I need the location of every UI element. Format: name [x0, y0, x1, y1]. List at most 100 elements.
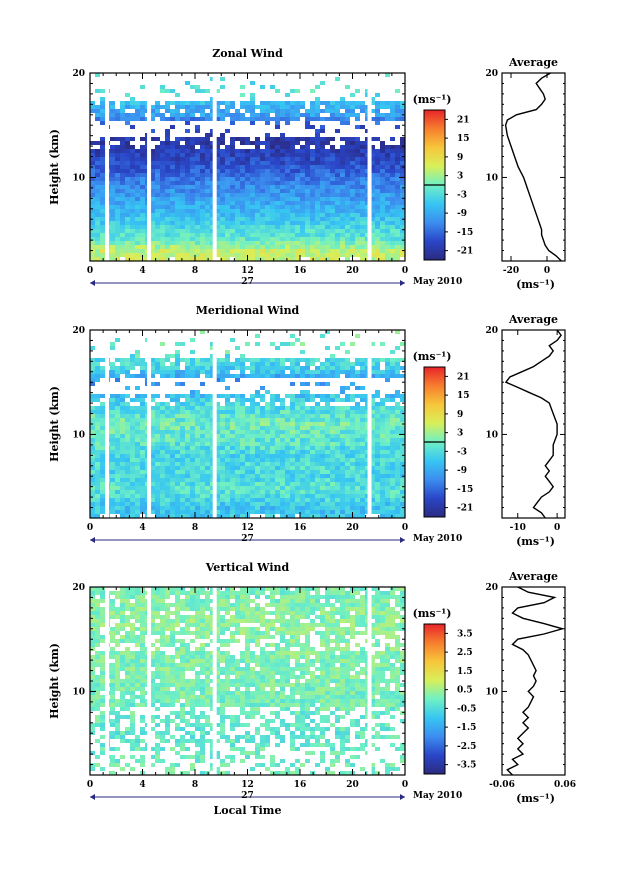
heatmap-cell [370, 149, 375, 153]
heatmap-cell [125, 157, 130, 161]
heatmap-cell [295, 486, 300, 490]
heatmap-cell [140, 358, 145, 362]
heatmap-cell [130, 354, 135, 358]
heatmap-cell [285, 177, 290, 181]
heatmap-cell [310, 157, 315, 161]
heatmap-cell [310, 201, 315, 205]
heatmap-cell [330, 201, 335, 205]
heatmap-cell [270, 406, 275, 410]
heatmap-cell [370, 466, 375, 470]
heatmap-cell [185, 141, 190, 145]
heatmap-cell [265, 201, 270, 205]
heatmap-cell [190, 482, 195, 486]
heatmap-cell [210, 514, 215, 518]
heatmap-cell [270, 514, 275, 518]
heatmap-cell [345, 454, 350, 458]
heatmap-cell [225, 591, 230, 595]
heatmap-cell [265, 402, 270, 406]
heatmap-cell [180, 233, 185, 237]
heatmap-cell [335, 245, 340, 249]
heatmap-cell [290, 161, 295, 165]
heatmap-cell [385, 225, 390, 229]
heatmap-cell [180, 422, 185, 426]
heatmap-cell [260, 450, 265, 454]
heatmap-cell [380, 101, 385, 105]
heatmap-cell [160, 406, 165, 410]
heatmap-cell [180, 486, 185, 490]
heatmap-cell [110, 161, 115, 165]
heatmap-cell [120, 414, 125, 418]
heatmap-cell [180, 587, 185, 591]
heatmap-cell [150, 253, 155, 257]
heatmap-cell [125, 510, 130, 514]
heatmap-cell [175, 113, 180, 117]
heatmap-cell [185, 225, 190, 229]
heatmap-cell [345, 177, 350, 181]
heatmap-cell [275, 502, 280, 506]
heatmap-cell [275, 454, 280, 458]
heatmap-cell [155, 245, 160, 249]
heatmap-cell [230, 169, 235, 173]
heatmap-cell [230, 137, 235, 141]
heatmap-cell [160, 189, 165, 193]
heatmap-cell [195, 414, 200, 418]
heatmap-cell [225, 205, 230, 209]
heatmap-cell [95, 189, 100, 193]
heatmap-cell [240, 462, 245, 466]
heatmap-cell [355, 173, 360, 177]
heatmap-cell [175, 93, 180, 97]
heatmap-cell [400, 470, 405, 474]
heatmap-cell [255, 502, 260, 506]
heatmap-cell [160, 514, 165, 518]
heatmap-cell [280, 587, 285, 591]
heatmap-cell [115, 241, 120, 245]
heatmap-cell [305, 502, 310, 506]
heatmap-cell [265, 121, 270, 125]
heatmap-cell [225, 169, 230, 173]
heatmap-cell [270, 253, 275, 257]
heatmap-cell [90, 466, 95, 470]
heatmap-cell [395, 458, 400, 462]
heatmap-cell [335, 510, 340, 514]
heatmap-cell [335, 213, 340, 217]
heatmap-cell [270, 394, 275, 398]
month-label: May 2010 [413, 534, 462, 544]
heatmap-cell [330, 358, 335, 362]
heatmap-cell [265, 161, 270, 165]
heatmap-cell [140, 113, 145, 117]
heatmap-cell [275, 253, 280, 257]
heatmap-cell [200, 113, 205, 117]
heatmap-cell [210, 145, 215, 149]
heatmap-cell [180, 482, 185, 486]
heatmap-cell [160, 466, 165, 470]
heatmap-cell [220, 478, 225, 482]
heatmap-cell [165, 137, 170, 141]
heatmap-cell [125, 498, 130, 502]
heatmap-cell [265, 426, 270, 430]
heatmap-cell [270, 245, 275, 249]
heatmap-cell [215, 446, 220, 450]
heatmap-cell [130, 257, 135, 261]
heatmap-cell [115, 430, 120, 434]
heatmap-cell [295, 374, 300, 378]
heatmap-cell [370, 241, 375, 245]
heatmap-cell [190, 390, 195, 394]
heatmap-cell [360, 213, 365, 217]
heatmap-cell [345, 141, 350, 145]
heatmap-cell [350, 201, 355, 205]
heatmap-cell [210, 185, 215, 189]
heatmap-cell [170, 185, 175, 189]
heatmap-cell [165, 482, 170, 486]
heatmap-cell [375, 257, 380, 261]
heatmap-cell [375, 478, 380, 482]
heatmap-cell [285, 157, 290, 161]
heatmap-cell [160, 217, 165, 221]
heatmap-cell [110, 454, 115, 458]
heatmap-cell [310, 113, 315, 117]
heatmap-cell [95, 253, 100, 257]
heatmap-cell [350, 93, 355, 97]
heatmap-cell [205, 458, 210, 462]
heatmap-cell [120, 591, 125, 595]
heatmap-cell [235, 470, 240, 474]
heatmap-cell [390, 482, 395, 486]
